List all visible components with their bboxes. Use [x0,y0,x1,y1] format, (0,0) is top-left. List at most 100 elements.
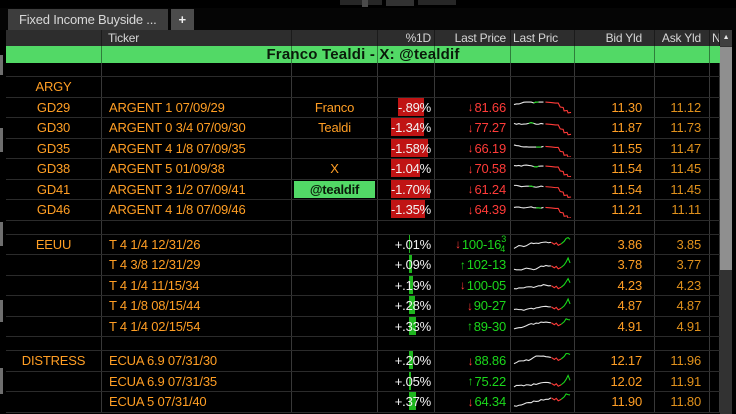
header-bid-yield[interactable]: Bid Yld [575,30,655,46]
price-chart-cell[interactable] [511,316,575,336]
ticker-cell[interactable]: GD35 [6,138,102,158]
header-ticker[interactable]: Ticker [102,30,292,46]
price-chart-cell[interactable] [511,200,575,220]
ticker-cell[interactable]: EEUU [6,234,102,254]
table-row[interactable]: ECUA 6.9 07/31/35 +.05% ↑ 75.22 12.02 11.91 [6,371,720,392]
pct-1d-cell[interactable]: -1.58% [378,138,435,158]
pct-1d-cell[interactable]: -1.35% [378,200,435,220]
bid-yield-cell[interactable]: 4.91 [575,316,655,336]
last-price-cell[interactable]: ↓ 77.27 [435,118,511,138]
price-chart-cell[interactable] [511,179,575,199]
pct-1d-cell[interactable]: +.37% [378,392,435,412]
last-price-cell[interactable]: ↓ 64.34 [435,392,511,412]
bid-yield-cell[interactable]: 11.30 [575,97,655,117]
pct-1d-cell[interactable]: -.89% [378,97,435,117]
ticker-cell[interactable] [6,275,102,295]
bid-yield-cell[interactable]: 11.90 [575,392,655,412]
bid-yield-cell[interactable]: 3.86 [575,234,655,254]
description-cell[interactable]: ECUA 6.9 07/31/30 [102,351,292,371]
price-chart-cell[interactable] [511,234,575,254]
pct-1d-cell[interactable]: +.33% [378,316,435,336]
ask-yield-cell[interactable]: 4.23 [655,275,710,295]
ask-yield-cell[interactable]: 3.85 [655,234,710,254]
table-row[interactable]: GD30 ARGENT 0 3/4 07/09/30 Tealdi -1.34% ↓ 77… [6,118,720,139]
bid-yield-cell[interactable]: 11.54 [575,179,655,199]
table-row[interactable]: GD35 ARGENT 4 1/8 07/09/35 -1.58% ↓ 66.19 11.… [6,138,720,159]
name-cell[interactable]: Tealdi [292,118,378,138]
name-cell[interactable] [292,371,378,391]
ticker-cell[interactable]: GD46 [6,200,102,220]
last-price-cell[interactable]: ↑ 89-30 [435,316,511,336]
ticker-cell[interactable] [6,296,102,316]
description-cell[interactable]: ARGENT 5 01/09/38 [102,159,292,179]
last-price-cell[interactable]: ↑ 75.22 [435,371,511,391]
bid-yield-cell[interactable]: 11.54 [575,159,655,179]
ask-yield-cell[interactable]: 11.73 [655,118,710,138]
description-cell[interactable]: T 4 1/4 11/15/34 [102,275,292,295]
name-cell[interactable] [292,200,378,220]
ticker-cell[interactable]: GD41 [6,179,102,199]
description-cell[interactable]: ARGENT 3 1/2 07/09/41 [102,179,292,199]
bid-yield-cell[interactable]: 12.17 [575,351,655,371]
new-tab-button[interactable]: + [170,9,194,30]
price-chart-cell[interactable] [511,138,575,158]
ask-yield-cell[interactable]: 11.80 [655,392,710,412]
pct-1d-cell[interactable]: +.19% [378,275,435,295]
header-last-price-chart[interactable]: Last Pric [511,30,575,46]
ticker-cell[interactable] [6,371,102,391]
description-cell[interactable]: ARGENT 1 07/09/29 [102,97,292,117]
table-row[interactable]: T 4 3/8 12/31/29 +.09% ↑ 102-13 3.78 3.77 [6,255,720,276]
table-row[interactable]: T 4 1/8 08/15/44 +.28% ↓ 90-27 4.87 4.87 [6,296,720,317]
table-row[interactable]: T 4 1/4 11/15/34 +.19% ↓ 100-05 4.23 4.23 [6,275,720,296]
header-last-price[interactable]: Last Price [435,30,511,46]
price-chart-cell[interactable] [511,255,575,275]
bid-yield-cell[interactable]: 12.02 [575,371,655,391]
last-price-cell[interactable]: ↓ 100-16 3 4 [435,234,511,254]
ask-yield-cell[interactable]: 11.96 [655,351,710,371]
last-price-cell[interactable]: ↓ 66.19 [435,138,511,158]
bid-yield-cell[interactable]: 4.87 [575,296,655,316]
price-chart-cell[interactable] [511,118,575,138]
pct-1d-cell[interactable]: +.09% [378,255,435,275]
table-row[interactable]: T 4 1/4 02/15/54 +.33% ↑ 89-30 4.91 4.91 [6,316,720,337]
description-cell[interactable]: ECUA 6.9 07/31/35 [102,371,292,391]
last-price-cell[interactable]: ↓ 90-27 [435,296,511,316]
pct-1d-cell[interactable]: +.28% [378,296,435,316]
table-row[interactable]: GD46 ARGENT 4 1/8 07/09/46 -1.35% ↓ 64.39 11.… [6,200,720,221]
name-cell[interactable] [292,138,378,158]
price-chart-cell[interactable] [511,371,575,391]
ticker-cell[interactable] [6,392,102,412]
last-price-cell[interactable]: ↑ 102-13 [435,255,511,275]
description-cell[interactable]: ECUA 5 07/31/40 [102,392,292,412]
pct-1d-cell[interactable]: +.01% [378,234,435,254]
description-cell[interactable]: ARGENT 0 3/4 07/09/30 [102,118,292,138]
scrollbar-thumb[interactable] [720,47,732,270]
bid-yield-cell[interactable]: 3.78 [575,255,655,275]
ask-yield-cell[interactable]: 4.91 [655,316,710,336]
price-chart-cell[interactable] [511,97,575,117]
table-row[interactable]: GD38 ARGENT 5 01/09/38 X -1.04% ↓ 70.58 11.54 1… [6,159,720,180]
vertical-scrollbar[interactable]: ▲ [720,30,732,414]
ticker-cell[interactable]: GD38 [6,159,102,179]
ask-yield-cell[interactable]: 4.87 [655,296,710,316]
description-cell[interactable]: T 4 1/4 02/15/54 [102,316,292,336]
name-cell[interactable] [292,234,378,254]
tab-fixed-income-buyside[interactable]: Fixed Income Buyside ... [8,9,168,30]
pct-1d-cell[interactable]: -1.70% [378,179,435,199]
table-row[interactable]: EEUU T 4 1/4 12/31/26 +.01% ↓ 100-16 3 4 3.86 3.… [6,234,720,255]
name-cell[interactable]: Franco [292,97,378,117]
pct-1d-cell[interactable]: -1.04% [378,159,435,179]
ask-yield-cell[interactable]: 11.12 [655,97,710,117]
description-cell[interactable]: T 4 1/4 12/31/26 [102,234,292,254]
last-price-cell[interactable]: ↓ 88.86 [435,351,511,371]
header-pct-1d[interactable]: %1D [378,30,435,46]
description-cell[interactable]: T 4 3/8 12/31/29 [102,255,292,275]
price-chart-cell[interactable] [511,296,575,316]
name-cell[interactable] [292,296,378,316]
name-cell[interactable] [292,275,378,295]
table-row[interactable]: ECUA 5 07/31/40 +.37% ↓ 64.34 11.90 11.80 [6,392,720,413]
ask-yield-cell[interactable]: 11.11 [655,200,710,220]
price-chart-cell[interactable] [511,351,575,371]
price-chart-cell[interactable] [511,159,575,179]
last-price-cell[interactable]: ↓ 100-05 [435,275,511,295]
